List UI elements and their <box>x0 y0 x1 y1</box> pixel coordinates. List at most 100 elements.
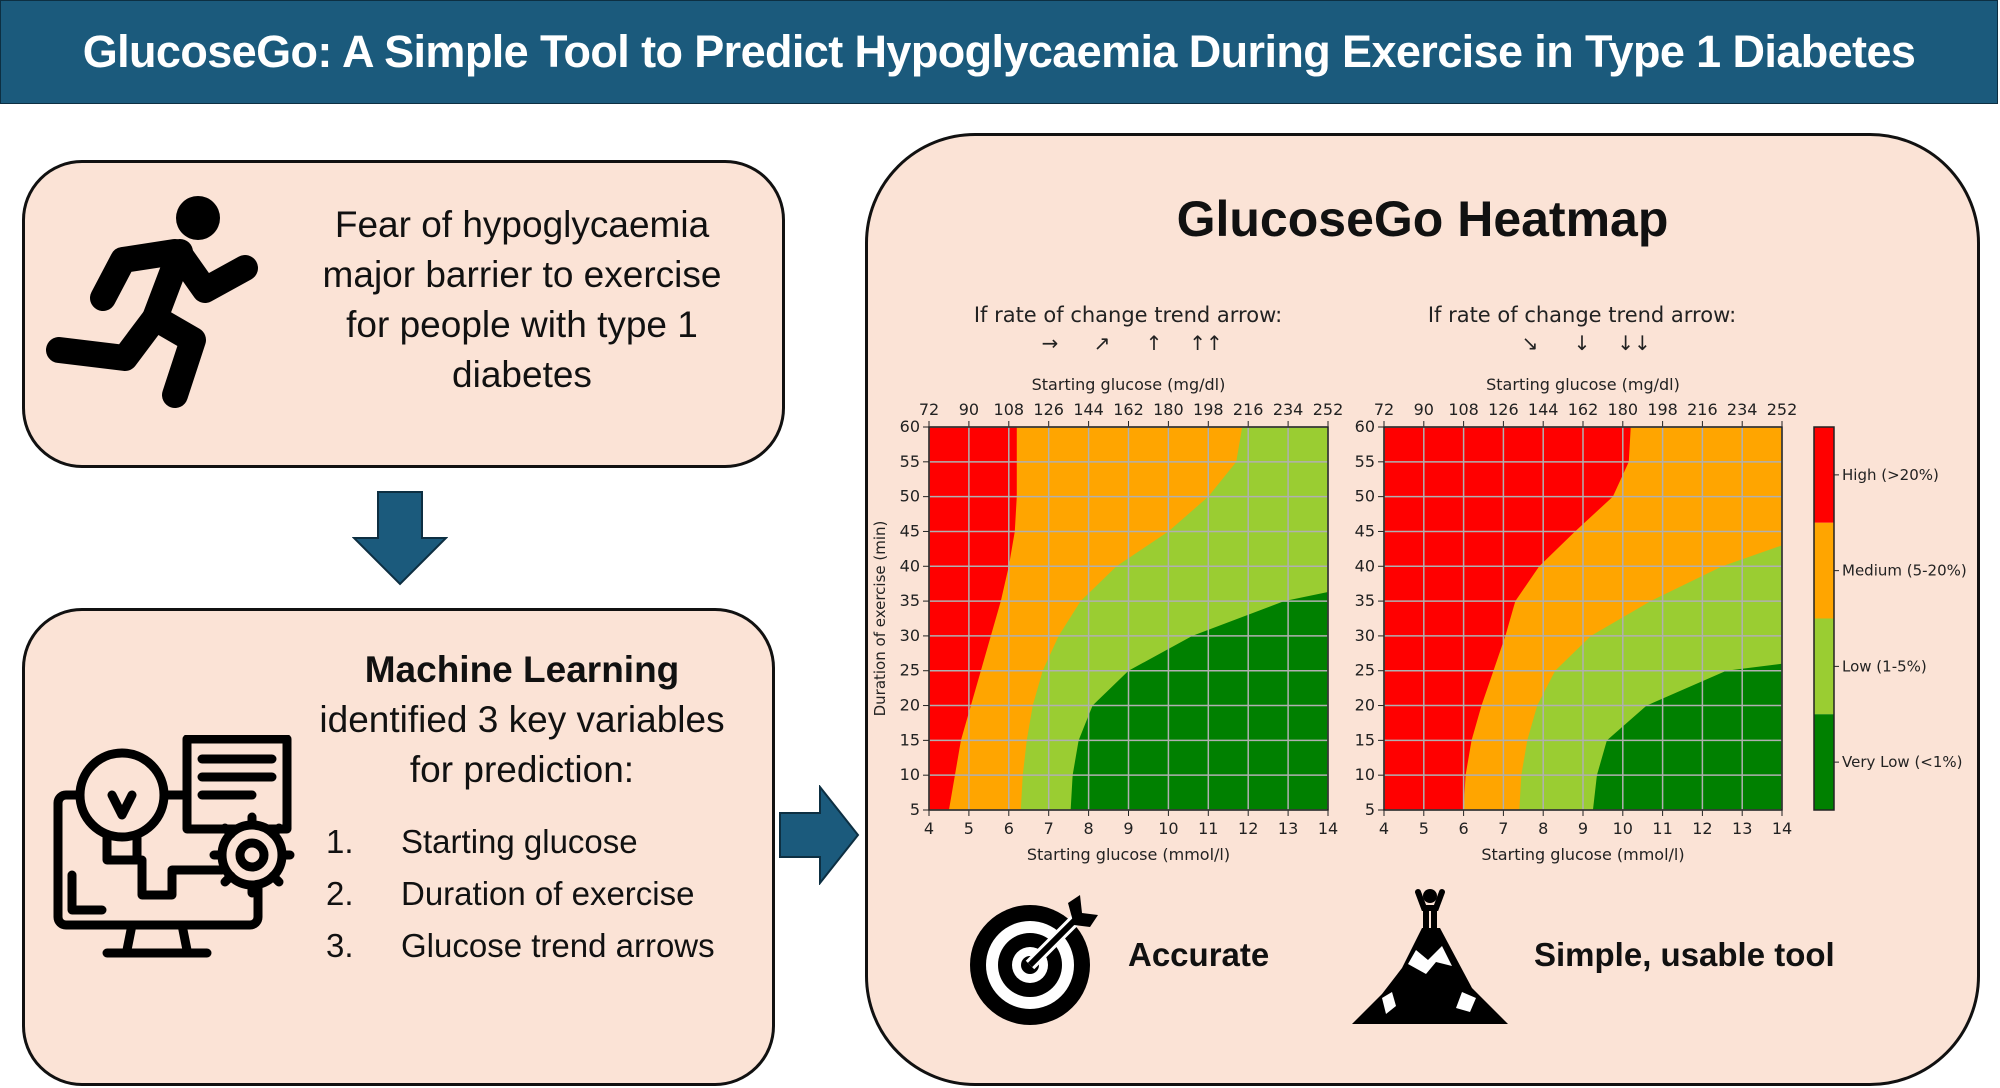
y-tick-label: 40 <box>1355 556 1375 575</box>
x-tick-label: 14 <box>1772 819 1792 838</box>
list-number: 2. <box>326 875 354 912</box>
x-tick-label-top: 252 <box>1767 400 1798 419</box>
x-axis-label: Starting glucose (mmol/l) <box>1027 845 1230 864</box>
y-axis-label: Duration of exercise (min) <box>871 521 889 717</box>
x-tick-label-top: 216 <box>1687 400 1718 419</box>
y-tick-label: 10 <box>900 765 920 784</box>
x-tick-label-top: 144 <box>1073 400 1104 419</box>
barrier-text: Fear of hypoglycaemia major barrier to e… <box>262 200 782 400</box>
y-tick-label: 20 <box>1355 696 1375 715</box>
ml-heading-line: identified 3 key variables <box>319 699 725 740</box>
colorbar-label: Very Low (<1%) <box>1842 753 1963 771</box>
x-tick-label: 12 <box>1692 819 1712 838</box>
x-tick-label-top: 72 <box>1374 400 1394 419</box>
x-tick-label: 13 <box>1278 819 1298 838</box>
barrier-line: major barrier to exercise <box>322 254 722 295</box>
y-tick-label: 5 <box>910 800 920 819</box>
heatmap-panel <box>923 421 1329 816</box>
trend-arrow: ↓ <box>1574 331 1591 355</box>
x-tick-label: 9 <box>1578 819 1588 838</box>
x-tick-label-top: 126 <box>1488 400 1519 419</box>
panel-title: If rate of change trend arrow: <box>1428 303 1736 327</box>
plot-frame <box>1383 426 1783 811</box>
y-tick-label: 45 <box>900 521 920 540</box>
x-tick-label: 4 <box>924 819 934 838</box>
x-tick-label-top: 162 <box>1113 400 1144 419</box>
y-tick-label: 55 <box>900 452 920 471</box>
down-arrow-icon <box>352 491 448 586</box>
x-axis-label-top: Starting glucose (mg/dl) <box>1486 375 1680 394</box>
machine-learning-box <box>22 608 775 1086</box>
feature-simple-tool: Simple, usable tool <box>1534 936 1835 973</box>
ml-heading-line: for prediction: <box>409 749 635 790</box>
trend-arrow: ↑↑ <box>1189 331 1223 355</box>
page-title: GlucoseGo: A Simple Tool to Predict Hypo… <box>82 26 1916 77</box>
y-tick-label: 30 <box>1355 626 1375 645</box>
mountain-summit-icon <box>1352 889 1508 1024</box>
region-high <box>1384 427 1631 810</box>
x-tick-label-top: 198 <box>1193 400 1224 419</box>
y-tick-label: 45 <box>1355 521 1375 540</box>
colorbar-segment <box>1814 618 1834 715</box>
x-tick-label: 4 <box>1379 819 1389 838</box>
ml-heading: Machine Learning identified 3 key variab… <box>262 645 782 795</box>
y-tick-label: 5 <box>1365 800 1375 819</box>
x-tick-label: 7 <box>1044 819 1054 838</box>
ml-heading-bold: Machine Learning <box>364 649 680 690</box>
y-tick-label: 20 <box>900 696 920 715</box>
trend-arrow: ↑ <box>1146 331 1163 355</box>
y-tick-label: 35 <box>1355 591 1375 610</box>
x-tick-label-top: 144 <box>1528 400 1559 419</box>
x-tick-label-top: 162 <box>1568 400 1599 419</box>
x-tick-label-top: 90 <box>1414 400 1434 419</box>
y-tick-label: 50 <box>900 487 920 506</box>
x-tick-label-top: 216 <box>1233 400 1264 419</box>
y-tick-label: 15 <box>1355 730 1375 749</box>
x-tick-label-top: 234 <box>1727 400 1758 419</box>
x-tick-label: 6 <box>1459 819 1469 838</box>
x-tick-label: 6 <box>1004 819 1014 838</box>
x-tick-label: 8 <box>1084 819 1094 838</box>
x-tick-label-top: 252 <box>1313 400 1344 419</box>
x-tick-label: 12 <box>1238 819 1258 838</box>
feature-accurate: Accurate <box>1128 936 1270 973</box>
x-tick-label: 10 <box>1613 819 1633 838</box>
x-tick-label-top: 180 <box>1153 400 1184 419</box>
x-tick-label-top: 180 <box>1608 400 1639 419</box>
x-tick-label: 11 <box>1652 819 1672 838</box>
x-tick-label: 10 <box>1158 819 1178 838</box>
y-tick-label: 60 <box>1355 417 1375 436</box>
right-arrow-icon <box>779 785 860 885</box>
x-tick-label: 13 <box>1732 819 1752 838</box>
y-tick-label: 15 <box>900 730 920 749</box>
colorbar-label: Medium (5-20%) <box>1842 562 1967 580</box>
ml-list-item: 1. Starting glucose <box>326 822 638 862</box>
list-label: Duration of exercise <box>401 875 695 912</box>
x-tick-label: 5 <box>964 819 974 838</box>
ml-list-item: 3. Glucose trend arrows <box>326 926 715 966</box>
trend-arrow: → <box>1042 331 1059 355</box>
title-bar: GlucoseGo: A Simple Tool to Predict Hypo… <box>0 0 1998 104</box>
heatmap-heading: GlucoseGo Heatmap <box>1176 191 1669 247</box>
x-tick-label-top: 234 <box>1273 400 1304 419</box>
list-label: Starting glucose <box>401 823 638 860</box>
runner-icon <box>46 196 258 408</box>
trend-arrow: ↓↓ <box>1617 331 1651 355</box>
x-tick-label-top: 198 <box>1647 400 1678 419</box>
colorbar-frame <box>1813 426 1835 811</box>
x-tick-label: 11 <box>1198 819 1218 838</box>
x-tick-label: 14 <box>1318 819 1338 838</box>
target-icon <box>970 895 1098 1025</box>
barrier-line: for people with type 1 <box>346 304 698 345</box>
list-number: 1. <box>326 823 354 860</box>
trend-arrow: ↗ <box>1094 331 1111 355</box>
x-axis-label: Starting glucose (mmol/l) <box>1481 845 1684 864</box>
y-tick-label: 50 <box>1355 487 1375 506</box>
colorbar-segment <box>1814 522 1834 619</box>
y-tick-label: 25 <box>900 661 920 680</box>
barrier-line: diabetes <box>452 354 592 395</box>
y-tick-label: 60 <box>900 417 920 436</box>
colorbar-segment <box>1814 427 1834 523</box>
x-tick-label-top: 90 <box>959 400 979 419</box>
